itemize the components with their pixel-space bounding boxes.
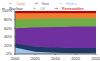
svg-text:80%: 80%	[8, 17, 12, 22]
svg-text:0%: 0%	[8, 51, 12, 56]
svg-text:2010: 2010	[51, 56, 61, 61]
svg-text:40%: 40%	[8, 34, 12, 39]
svg-text:20%: 20%	[8, 43, 12, 48]
svg-text:100%: 100%	[8, 8, 12, 13]
svg-text:60%: 60%	[8, 26, 12, 31]
svg-text:2020: 2020	[92, 56, 93, 61]
svg-text:2000: 2000	[11, 56, 21, 61]
svg-text:2005: 2005	[31, 56, 41, 61]
svg-text:2015: 2015	[71, 56, 81, 61]
